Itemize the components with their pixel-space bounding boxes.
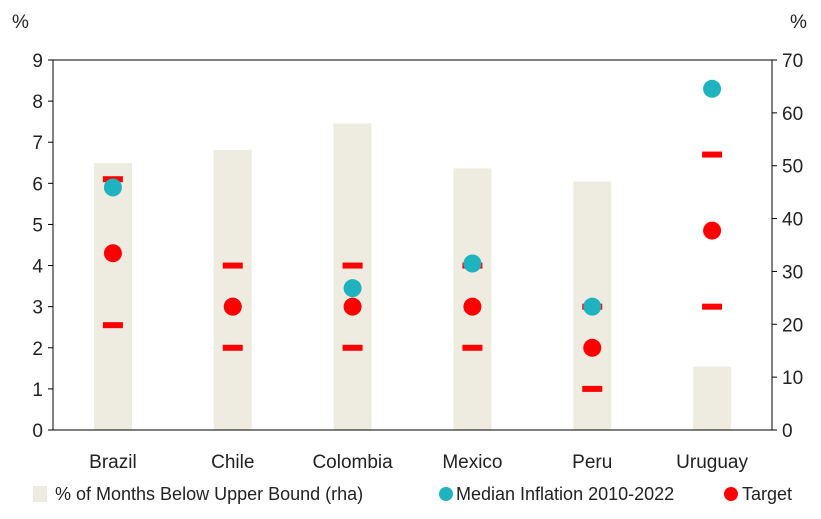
left-axis-tick-label: 0 [32,421,43,442]
legend-swatch-target [724,487,738,501]
right-axis-tick-label: 0 [782,421,793,442]
target-lower-bound-chile [222,344,243,351]
target-upper-bound-uruguay [702,151,723,158]
left-axis-tick-label: 8 [32,92,43,113]
category-label: Mexico [442,452,502,473]
points-layer [103,79,722,357]
median-inflation-point-mexico [463,254,482,273]
right-axis-tick-label: 10 [782,368,803,389]
legend-swatch-median [439,487,453,501]
left-axis-tick-label: 2 [32,339,43,360]
category-label: Peru [572,452,612,473]
target-bands-layer [102,151,723,392]
bar-colombia [333,123,372,430]
category-label: Chile [211,452,254,473]
median-inflation-point-colombia [343,279,362,298]
target-lower-bound-mexico [462,344,483,351]
category-label: Colombia [312,452,393,473]
left-axis-unit: % [12,12,29,33]
target-point-colombia [343,297,362,316]
target-point-chile [223,297,242,316]
legend-label-target: Target [742,484,792,504]
bar-chile [213,149,252,430]
target-point-peru [583,338,602,357]
right-axis-tick-label: 30 [782,262,803,283]
legend-label-bar: % of Months Below Upper Bound (rha) [55,484,363,504]
plot-area-frame [52,59,773,431]
right-axis-ticks: 0 10 20 30 40 50 60 70 [772,51,803,442]
target-point-mexico [463,297,482,316]
right-axis-tick-label: 20 [782,315,803,336]
category-labels: Brazil Chile Colombia Mexico Peru Uruguay [89,452,748,473]
target-point-uruguay [703,221,722,240]
left-axis-tick-label: 1 [32,380,43,401]
bar-brazil [93,163,132,431]
legend-swatch-bar [33,486,47,502]
right-axis-tick-label: 70 [782,51,803,72]
legend-label-median: Median Inflation 2010-2022 [456,484,674,504]
bar-uruguay [693,366,732,430]
median-inflation-point-brazil [103,178,122,197]
right-axis-tick-label: 50 [782,157,803,178]
right-axis-tick-label: 60 [782,104,803,125]
target-lower-bound-colombia [342,344,363,351]
target-lower-bound-brazil [102,322,123,329]
target-upper-bound-colombia [342,262,363,269]
legend: % of Months Below Upper Bound (rha) Media… [33,484,792,504]
category-label: Brazil [89,452,137,473]
median-inflation-point-peru [583,297,602,316]
category-label: Uruguay [676,452,748,473]
left-axis-tick-label: 9 [32,51,43,72]
left-axis-tick-label: 4 [32,257,43,278]
median-inflation-point-uruguay [703,79,722,98]
target-lower-bound-peru [582,385,603,392]
left-axis-tick-label: 7 [32,133,43,154]
left-axis-ticks: 0 1 2 3 4 5 6 7 8 9 [32,51,53,442]
right-axis-tick-label: 40 [782,210,803,231]
bars-layer [93,123,732,431]
left-axis-tick-label: 3 [32,298,43,319]
target-upper-bound-chile [222,262,243,269]
target-point-brazil [103,244,122,263]
target-lower-bound-uruguay [702,303,723,310]
right-axis-unit: % [790,12,807,33]
left-axis-tick-label: 6 [32,174,43,195]
left-axis-tick-label: 5 [32,215,43,236]
